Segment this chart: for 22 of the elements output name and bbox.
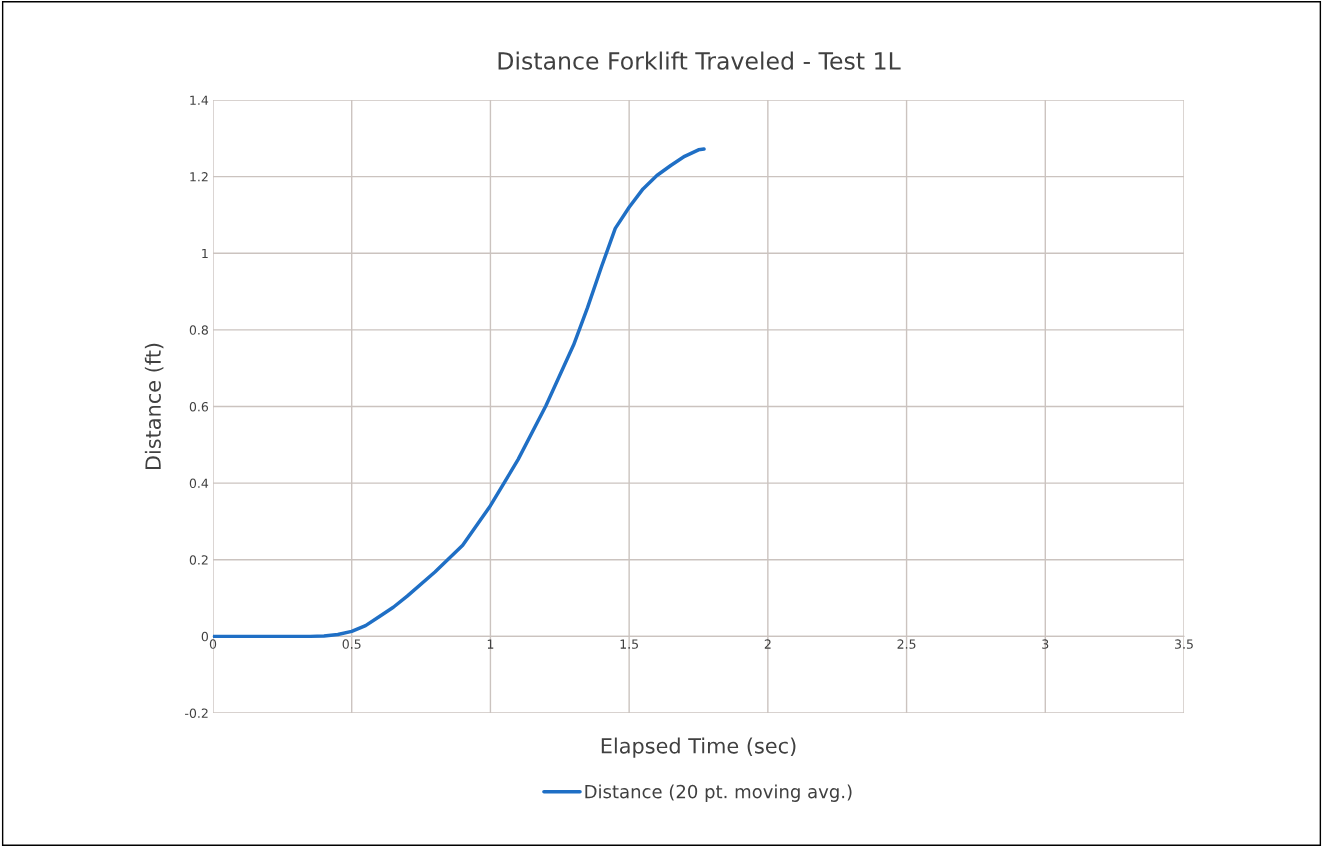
x-axis-title: Elapsed Time (sec) (601, 737, 796, 758)
y-tick-label: 0.8 (189, 325, 208, 335)
x-tick-label: 1.5 (620, 639, 638, 649)
y-tick-label: 0 (201, 631, 208, 642)
y-tick-label: 1.2 (190, 172, 208, 182)
line-series (213, 147, 706, 639)
chart-title: Distance Forklift Traveled - Test 1L (498, 51, 901, 70)
y-tick-label: 0.4 (189, 478, 209, 489)
legend-label: Distance (20 pt. moving avg.) (585, 784, 852, 802)
y-tick-label: 1 (202, 248, 208, 258)
y-tick-label: 0.2 (189, 555, 208, 565)
y-axis-title: Distance (ft) (144, 343, 164, 470)
y-tick-label: 0.6 (189, 401, 209, 412)
x-tick-label: 2 (764, 639, 771, 649)
x-tick-label: 3 (1042, 639, 1049, 649)
x-tick-label: 1 (487, 639, 494, 649)
x-tick-label: 2.5 (897, 639, 916, 649)
y-tick-label: -0.2 (185, 708, 208, 718)
y-tick-label: 1.4 (190, 95, 209, 105)
x-tick-label: 0.5 (342, 639, 361, 649)
x-tick-label: 3.5 (1175, 639, 1193, 649)
x-tick-label: 0 (209, 639, 217, 649)
